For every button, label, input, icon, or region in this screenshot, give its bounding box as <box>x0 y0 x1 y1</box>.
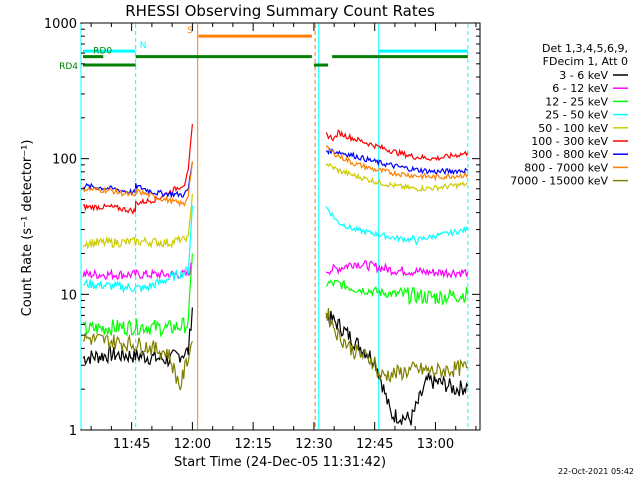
series-50-100keV-line-2 <box>325 162 469 192</box>
state-bar-label-3: S <box>187 26 193 36</box>
series-25-50keV-line-2 <box>325 206 469 246</box>
legend-header-2: FDecim 1, Att 0 <box>543 55 628 68</box>
state-bar-label-1: N <box>140 41 147 51</box>
state-bars-group: N S RD0 RD4 <box>59 26 468 72</box>
legend-group: Det 1,3,4,5,6,9,FDecim 1, Att 03 - 6 keV… <box>510 42 628 188</box>
y-axis-label: Count Rate (s⁻¹ detector⁻¹) <box>20 140 35 317</box>
legend-label-5: 50 - 100 keV <box>538 122 608 135</box>
event-lines-group <box>80 24 469 429</box>
series-100-300keV-line-2 <box>325 129 469 162</box>
series-300-800keV-line-2 <box>325 148 469 176</box>
x-tick-label-1: 11:45 <box>113 437 150 452</box>
series-6-12keV-line-1 <box>82 262 193 281</box>
x-tick-label-6: 13:00 <box>417 437 454 452</box>
x-tick-label-5: 12:45 <box>356 437 393 452</box>
legend-label-7: 300 - 800 keV <box>531 148 608 161</box>
series-7000-15000keV-line-1 <box>82 332 193 391</box>
series-3-6keV-line-2 <box>325 310 469 426</box>
chart-title: RHESSI Observing Summary Count Rates <box>125 2 435 20</box>
x-axis-label: Start Time (24-Dec-05 11:31:42) <box>174 455 386 470</box>
y-tick-label-4: 1000 <box>44 17 77 32</box>
series-12-25keV-line-2 <box>325 279 469 305</box>
series-25-50keV-line-1 <box>82 205 193 294</box>
series-3-6keV-line-1 <box>82 307 193 368</box>
x-tick-label-2: 12:00 <box>174 437 211 452</box>
y-tick-label-1: 1 <box>69 424 77 439</box>
series-12-25keV-line-1 <box>82 253 193 338</box>
legend-label-1: 3 - 6 keV <box>559 69 608 82</box>
legend-label-2: 6 - 12 keV <box>552 82 608 95</box>
y-tick-label-3: 100 <box>52 153 77 168</box>
legend-label-8: 800 - 7000 keV <box>524 161 608 174</box>
y-tick-label-2: 10 <box>60 288 77 303</box>
x-tick-label-4: 12:30 <box>295 437 332 452</box>
legend-header-1: Det 1,3,4,5,6,9, <box>542 42 628 55</box>
series-6-12keV-line-2 <box>325 259 469 279</box>
series-group <box>82 123 469 426</box>
footer-timestamp: 22-Oct-2021 05:42 <box>558 467 634 476</box>
left-label-rd4: RD4 <box>59 62 78 72</box>
series-50-100keV-line-1 <box>82 193 193 250</box>
series-100-300keV-line-1 <box>82 123 193 216</box>
state-bar-label-4: RD0 <box>93 47 112 57</box>
x-tick-label-3: 12:15 <box>234 437 271 452</box>
series-800-7000keV-line-2 <box>325 145 469 182</box>
axes-group: 11:45 12:00 12:15 12:30 12:45 13:00 1 10 100 1000 <box>44 17 480 452</box>
series-300-800keV-line-1 <box>82 161 193 199</box>
series-800-7000keV-line-1 <box>82 161 193 208</box>
legend-label-3: 12 - 25 keV <box>545 95 608 108</box>
legend-label-9: 7000 - 15000 keV <box>510 175 608 188</box>
legend-label-4: 25 - 50 keV <box>545 109 608 122</box>
series-7000-15000keV-line-2 <box>325 308 468 384</box>
legend-label-6: 100 - 300 keV <box>531 135 608 148</box>
